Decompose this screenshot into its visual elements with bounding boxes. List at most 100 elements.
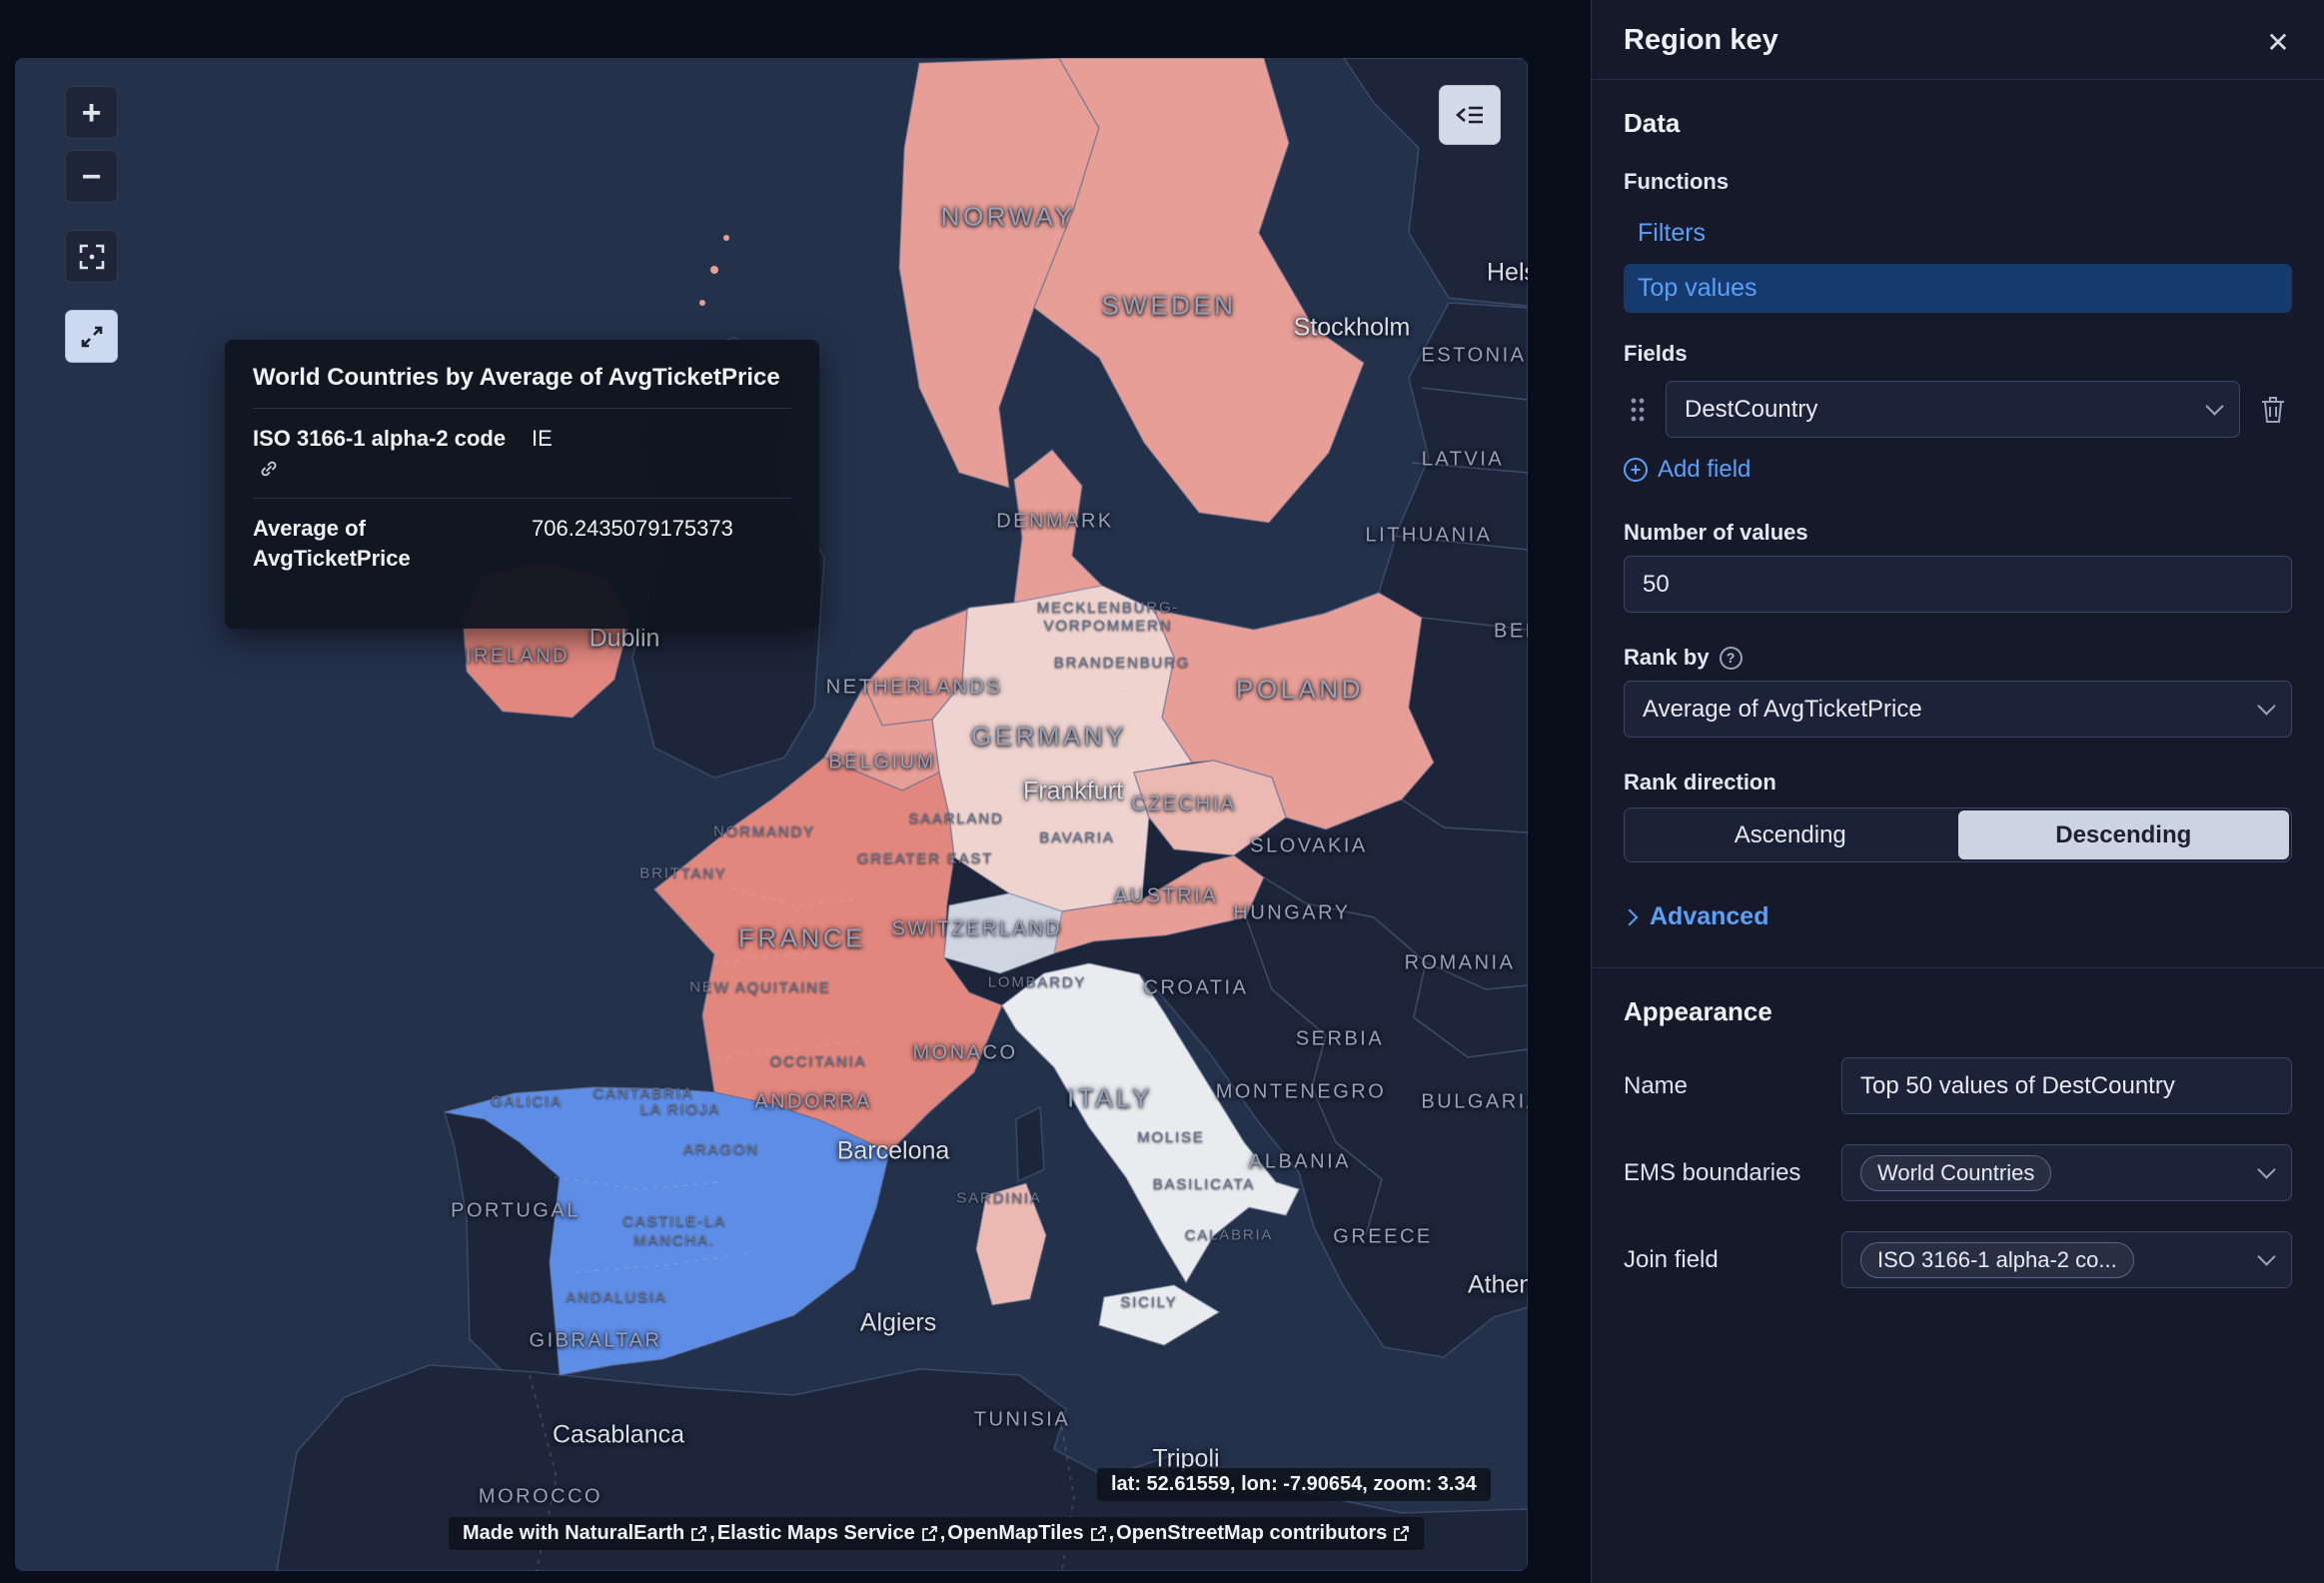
attribution-text: Elastic Maps Service <box>716 1522 915 1544</box>
function-option-filters[interactable]: Filters <box>1638 219 1707 247</box>
region-key-flyout: Region key ✕ Data Functions Filters Top … <box>1591 0 2324 1583</box>
field-row: DestCountry <box>1624 381 2292 438</box>
ems-boundaries-label: EMS boundaries <box>1624 1158 1801 1186</box>
function-option-top-values[interactable]: Top values <box>1624 264 2292 313</box>
descending-button[interactable]: Descending <box>1957 810 2289 859</box>
tooltip-row: ISO 3166-1 alpha-2 code IE <box>253 409 791 500</box>
tooltip-field-label-text: Average of AvgTicketPrice <box>253 516 411 572</box>
flyout-body: Data Functions Filters Top values Fields… <box>1592 80 2324 1288</box>
rank-direction-label: Rank direction <box>1624 770 1776 794</box>
functions-label: Functions <box>1624 169 1730 194</box>
join-field-select[interactable]: ISO 3166-1 alpha-2 co... <box>1841 1231 2292 1288</box>
rank-by-label: Rank by ? <box>1624 645 2292 671</box>
flyout-header: Region key ✕ <box>1592 0 2324 80</box>
attribution-text: OpenStreetMap contributors <box>1116 1522 1388 1544</box>
attribution-separator: , <box>939 1522 946 1544</box>
map-attribution: Made with NaturalEarth , Elastic Maps Se… <box>449 1517 1425 1550</box>
plus-circle-icon: + <box>1624 458 1648 482</box>
chevron-down-icon <box>2257 1160 2276 1179</box>
tooltip-field-value: IE <box>532 426 553 451</box>
norway-islands <box>710 266 718 274</box>
external-link-icon <box>691 1525 707 1541</box>
advanced-label: Advanced <box>1650 902 1769 930</box>
drag-handle[interactable] <box>1624 391 1652 429</box>
attribution-link[interactable]: OpenStreetMap contributors <box>1116 1522 1410 1545</box>
layer-name-input[interactable] <box>1841 1057 2292 1114</box>
number-of-values-input[interactable] <box>1624 556 2292 613</box>
attribution-link[interactable]: Made with NaturalEarth <box>463 1522 707 1545</box>
tooltip-title: World Countries by Average of AvgTicketP… <box>253 364 791 409</box>
full-screen-button[interactable] <box>65 310 118 363</box>
tooltip-field-value: 706.2435079175373 <box>532 516 733 542</box>
section-divider <box>1592 967 2324 968</box>
add-field-label: Add field <box>1658 456 1751 483</box>
data-section-heading: Data <box>1624 108 1681 138</box>
sweden-shape <box>1033 58 1365 524</box>
layer-control-toggle-button[interactable] <box>1439 85 1501 145</box>
field-select-value: DestCountry <box>1685 395 1818 423</box>
plus-icon: + <box>81 93 102 132</box>
tooltip-field-label: Average of AvgTicketPrice <box>253 514 508 573</box>
external-link-icon <box>921 1525 937 1541</box>
map-feature-tooltip: World Countries by Average of AvgTicketP… <box>225 340 819 629</box>
close-flyout-button[interactable]: ✕ <box>2256 20 2300 64</box>
name-label: Name <box>1624 1071 1689 1099</box>
rank-direction-group: Ascending Descending <box>1624 807 2292 862</box>
corsica <box>1015 1105 1045 1183</box>
help-icon[interactable]: ? <box>1719 646 1743 670</box>
attribution-separator: , <box>709 1522 715 1544</box>
external-link-icon <box>1394 1525 1410 1541</box>
rank-by-value: Average of AvgTicketPrice <box>1643 695 1922 723</box>
chevron-down-icon <box>2257 697 2276 716</box>
tooltip-field-label-text: ISO 3166-1 alpha-2 code <box>253 426 507 451</box>
grab-handle-icon <box>1631 398 1645 421</box>
map-panel[interactable]: NORWAY SWEDEN ESTONIA LATVIA LITHUANIA D… <box>15 58 1528 1571</box>
minus-icon: − <box>81 157 102 196</box>
attribution-text: OpenMapTiles <box>947 1522 1084 1544</box>
filter-link-icon[interactable] <box>259 459 279 479</box>
zoom-out-button[interactable]: − <box>65 150 118 203</box>
europe-map-canvas[interactable] <box>15 58 1528 1571</box>
tooltip-row: Average of AvgTicketPrice 706.2435079175… <box>253 499 791 588</box>
spain-shape <box>444 1086 890 1376</box>
zoom-in-button[interactable]: + <box>65 86 118 139</box>
attribution-link[interactable]: OpenMapTiles <box>947 1522 1106 1545</box>
appearance-section-heading: Appearance <box>1624 996 1772 1026</box>
ascending-button[interactable]: Ascending <box>1625 808 1956 861</box>
attribution-link[interactable]: Elastic Maps Service <box>717 1522 938 1545</box>
join-field-value: ISO 3166-1 alpha-2 co... <box>1860 1241 2134 1278</box>
tooltip-field-label: ISO 3166-1 alpha-2 code <box>253 424 508 483</box>
expand-icon <box>81 326 102 347</box>
admin-borders <box>529 677 1153 1571</box>
ems-boundaries-value: World Countries <box>1860 1154 2052 1191</box>
norway-islands <box>699 300 705 306</box>
external-link-icon <box>1090 1525 1106 1541</box>
chevron-down-icon <box>2205 397 2224 416</box>
switzerland-shape <box>943 892 1063 974</box>
map-coordinates-status: lat: 52.61559, lon: -7.90654, zoom: 3.34 <box>1097 1468 1491 1501</box>
number-of-values-label: Number of values <box>1624 520 1808 545</box>
austria-shape <box>1053 854 1265 955</box>
field-select[interactable]: DestCountry <box>1666 381 2240 438</box>
rank-by-select[interactable]: Average of AvgTicketPrice <box>1624 681 2292 738</box>
border-lines <box>1245 387 1528 1236</box>
attribution-separator: , <box>1108 1522 1115 1544</box>
attribution-text: Made with NaturalEarth <box>463 1522 685 1544</box>
chevron-right-icon <box>1621 908 1639 925</box>
czechia-shape <box>1133 760 1287 856</box>
add-field-link[interactable]: + Add field <box>1624 456 1750 484</box>
advanced-toggle[interactable]: Advanced <box>1621 902 2292 931</box>
collapse-layers-icon <box>1456 106 1483 124</box>
norway-islands <box>723 235 729 241</box>
italy-shape <box>1001 962 1301 1284</box>
close-icon: ✕ <box>2266 26 2290 58</box>
fit-to-data-button[interactable] <box>65 230 118 283</box>
sicily-shape <box>1098 1284 1221 1346</box>
remove-field-button[interactable] <box>2254 390 2292 430</box>
ems-boundaries-select[interactable]: World Countries <box>1841 1144 2292 1201</box>
fields-label: Fields <box>1624 341 1688 366</box>
ems-boundaries-row: EMS boundaries World Countries <box>1624 1144 2292 1201</box>
flyout-title: Region key <box>1624 24 1778 56</box>
fit-bounds-icon <box>79 244 104 269</box>
